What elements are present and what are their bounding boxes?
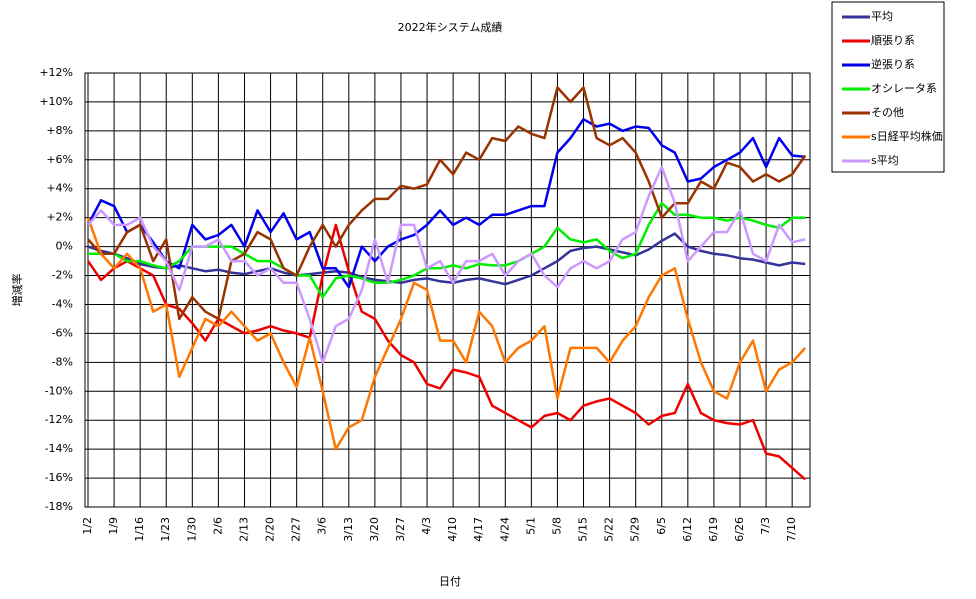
y-tick-label: +4% xyxy=(46,182,73,195)
y-tick-label: -2% xyxy=(52,269,73,282)
x-axis-label: 日付 xyxy=(439,575,461,588)
y-tick-label: -14% xyxy=(45,442,73,455)
x-tick-label: 2/27 xyxy=(290,517,303,542)
plot-border xyxy=(84,72,811,508)
x-tick-label: 1/23 xyxy=(159,517,172,542)
legend-label: 逆張り系 xyxy=(871,57,915,71)
x-tick-label: 5/8 xyxy=(550,517,563,535)
y-tick-label: -4% xyxy=(52,297,73,310)
x-tick-label: 1/9 xyxy=(107,517,120,535)
y-tick-label: 0% xyxy=(56,240,73,253)
x-tick-label: 4/3 xyxy=(420,517,433,535)
y-tick-label: +2% xyxy=(46,211,73,224)
y-tick-label: +12% xyxy=(39,66,73,79)
x-tick-label: 3/20 xyxy=(368,517,381,542)
series-line xyxy=(86,118,806,289)
x-tick-label: 1/2 xyxy=(81,517,94,535)
x-tick-label: 2/13 xyxy=(237,517,250,542)
x-tick-label: 4/17 xyxy=(472,517,485,542)
x-tick-label: 7/3 xyxy=(759,517,772,535)
y-tick-label: -18% xyxy=(45,500,73,513)
series-line xyxy=(87,86,807,321)
x-tick-label: 5/15 xyxy=(577,517,590,542)
x-tick-label: 1/16 xyxy=(133,517,146,542)
x-tick-label: 6/5 xyxy=(655,517,668,535)
series-line xyxy=(87,232,806,286)
x-tick-label: 5/1 xyxy=(524,517,537,535)
x-tick-label: 5/29 xyxy=(629,517,642,542)
x-tick-label: 6/12 xyxy=(681,517,694,542)
series-line xyxy=(87,165,806,364)
legend-label: その他 xyxy=(871,106,904,119)
y-tick-label: -16% xyxy=(45,471,73,484)
legend-label: s日経平均株価 xyxy=(871,129,943,143)
legend-label: オシレータ系 xyxy=(871,82,937,95)
x-tick-label: 2/20 xyxy=(264,517,277,542)
series-line xyxy=(86,217,807,451)
y-tick-label: -6% xyxy=(52,326,73,339)
y-tick-label: +8% xyxy=(46,124,73,137)
y-tick-label: -12% xyxy=(45,413,73,426)
y-tick-label: -10% xyxy=(45,384,73,397)
legend-label: s平均 xyxy=(871,154,899,167)
x-tick-label: 5/22 xyxy=(603,517,616,542)
legend-label: 平均 xyxy=(871,10,893,23)
x-tick-label: 3/13 xyxy=(342,517,355,542)
legend-box xyxy=(831,1,945,173)
y-axis-label: 増減率 xyxy=(10,274,24,307)
x-tick-label: 3/27 xyxy=(394,517,407,542)
x-tick-label: 6/26 xyxy=(733,517,746,542)
x-tick-label: 6/19 xyxy=(707,517,720,542)
series-line xyxy=(86,223,807,481)
x-tick-label: 3/6 xyxy=(316,517,329,535)
x-tick-label: 7/10 xyxy=(785,517,798,542)
y-tick-label: +10% xyxy=(39,95,73,108)
legend-label: 順張り系 xyxy=(871,34,915,47)
y-tick-label: -8% xyxy=(52,355,73,368)
x-tick-label: 2/6 xyxy=(211,517,224,535)
x-tick-label: 4/10 xyxy=(446,517,459,542)
chart-title: 2022年システム成績 xyxy=(398,20,503,34)
x-tick-label: 1/30 xyxy=(185,517,198,542)
y-tick-label: +6% xyxy=(46,153,73,166)
x-tick-label: 4/24 xyxy=(498,517,511,542)
